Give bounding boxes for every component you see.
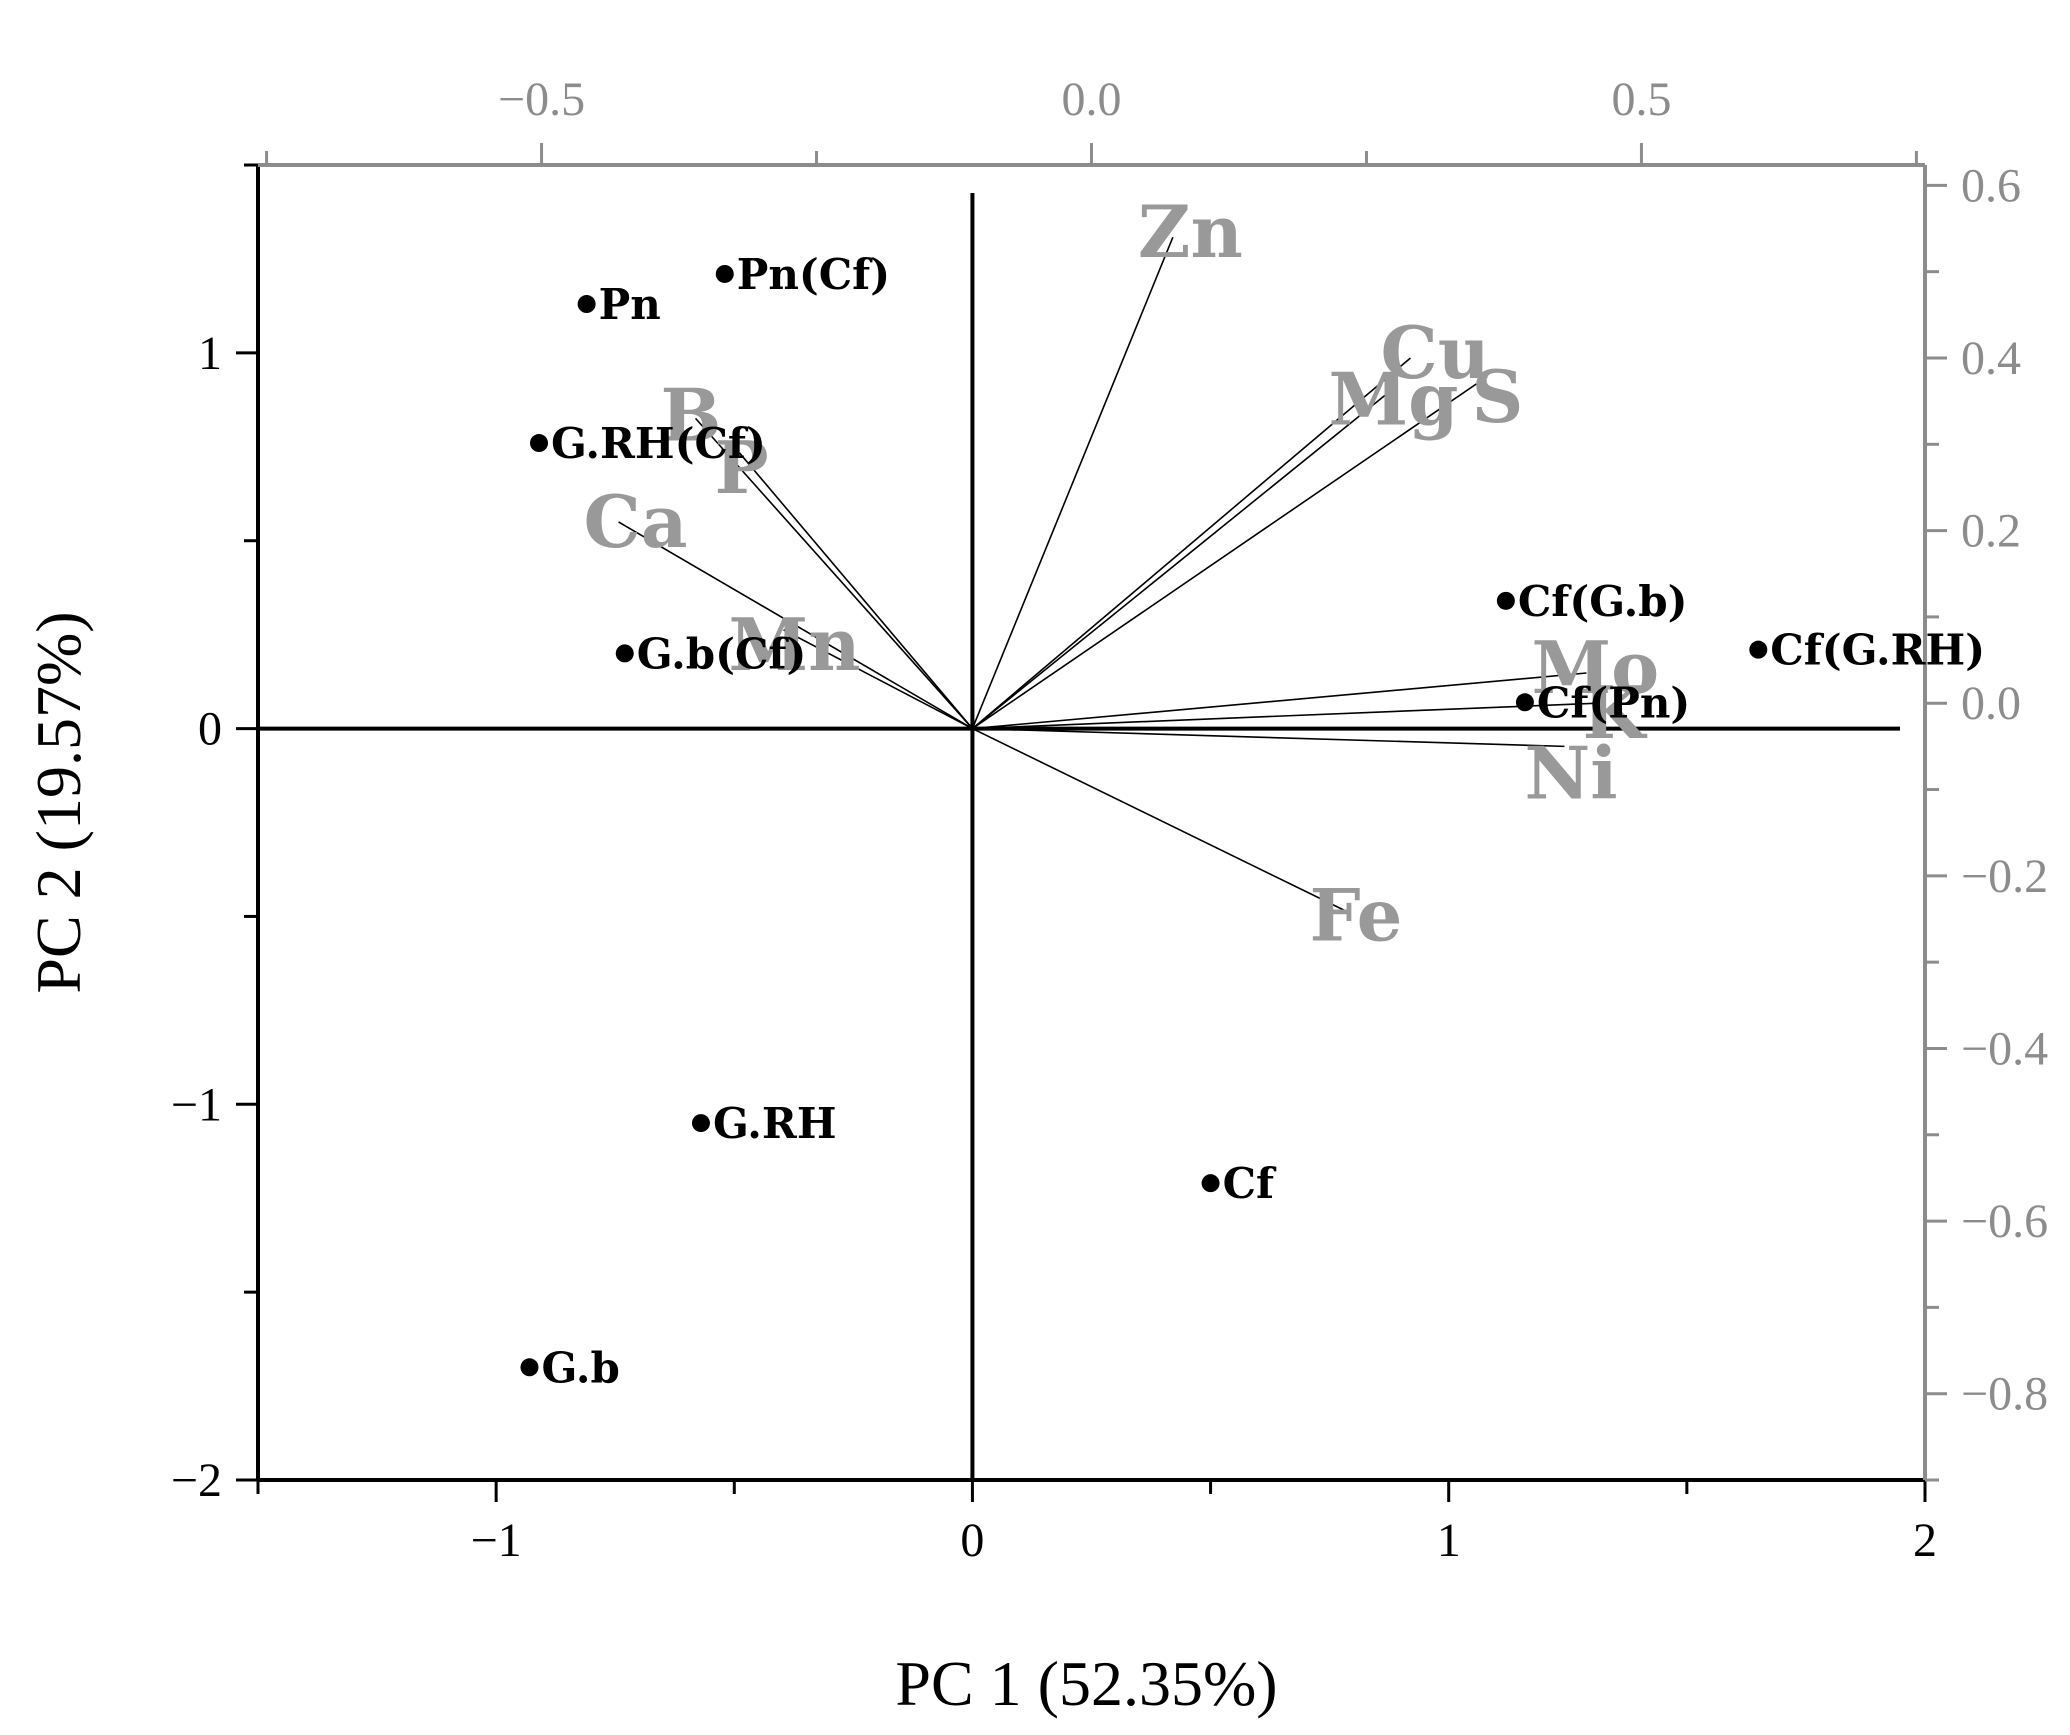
score-label: G.b(Cf) [637,629,807,678]
y-tick-label: 0 [198,703,222,756]
loading-label-mn: Mn [729,602,861,687]
score-point [615,644,634,663]
y-tick-label: −2 [171,1454,222,1507]
score-label: G.b [541,1343,619,1392]
score-label: G.RH(Cf) [551,419,766,468]
loading-vector-fe [972,727,1345,912]
loading-label-k: K [1582,670,1647,755]
score-point [1749,640,1768,659]
loading-label-b: B [661,372,722,457]
loading-label-p: P [715,425,769,510]
loading-label-ni: Ni [1524,730,1617,815]
top-tick-label: 0.0 [1062,73,1122,126]
score-point [530,434,549,453]
loading-label-mg: Mg [1328,357,1458,442]
x-tick-label: 2 [1913,1514,1937,1567]
right-tick-label: 0.0 [1961,677,2021,730]
x-axis-title: PC 1 (52.35%) [895,1648,1277,1719]
score-point [577,295,596,314]
loading-vector-ca [618,521,973,730]
loading-vector-mo [972,672,1587,730]
loading-label-zn: Zn [1138,189,1243,274]
loading-vector-zn [971,236,1174,729]
loading-label-fe: Fe [1309,872,1402,957]
right-tick-label: −0.2 [1961,850,2048,903]
score-label: Cf [1223,1159,1277,1208]
loading-label-s: S [1471,354,1523,439]
loading-vector-cu [971,357,1411,730]
score-point [1201,1174,1220,1193]
score-label: Pn [599,280,661,329]
loading-label-ca: Ca [584,479,688,564]
score-label: Pn(Cf) [737,250,890,299]
score-point [691,1114,710,1133]
score-point [1496,591,1515,610]
y-tick-label: 1 [198,327,222,380]
loading-vector-mg [971,391,1389,730]
score-label: Cf(Pn) [1537,678,1690,727]
right-tick-label: 0.4 [1961,332,2021,385]
right-tick-label: 0.2 [1961,505,2021,558]
loading-vector-mn [783,629,973,730]
x-tick-label: 0 [960,1514,984,1567]
axis-ticks: −1 0 1 2 −2 −1 0 1 −0.5 0.0 0.5 0.6 0.4 0.2 0.0 −0.2 −0.… [171,73,2048,1567]
x-tick-label: −1 [471,1514,522,1567]
loading-vector-p [738,452,974,730]
score-point [1515,693,1534,712]
right-tick-label: 0.6 [1961,159,2021,212]
loading-vector-b [694,417,974,730]
right-tick-label: −0.4 [1961,1022,2048,1075]
loading-label-cu: Cu [1380,310,1490,395]
score-label: G.RH [713,1099,837,1148]
loading-vector-s [971,383,1477,730]
right-tick-label: −0.6 [1961,1195,2048,1248]
plot-frame [256,163,1927,1482]
top-tick-label: −0.5 [498,73,585,126]
score-label: Cf(G.RH) [1770,626,1985,675]
y-axis-title: PC 2 (19.57%) [23,611,94,993]
score-label: Cf(G.b) [1518,577,1688,626]
loading-vector-ni [972,727,1565,748]
score-point [715,264,734,283]
score-points: Pn Pn(Cf) G.RH(Cf) G.b(Cf) G.RH G.b Cf Cf(G.b) C… [520,250,1985,1392]
loading-label-mo: Mo [1531,625,1659,710]
loading-vector-k [972,702,1598,730]
score-point [520,1358,539,1377]
top-tick-label: 0.5 [1611,73,1671,126]
x-tick-label: 1 [1437,1514,1461,1567]
y-tick-label: −1 [171,1078,222,1131]
right-tick-label: −0.8 [1961,1368,2048,1421]
